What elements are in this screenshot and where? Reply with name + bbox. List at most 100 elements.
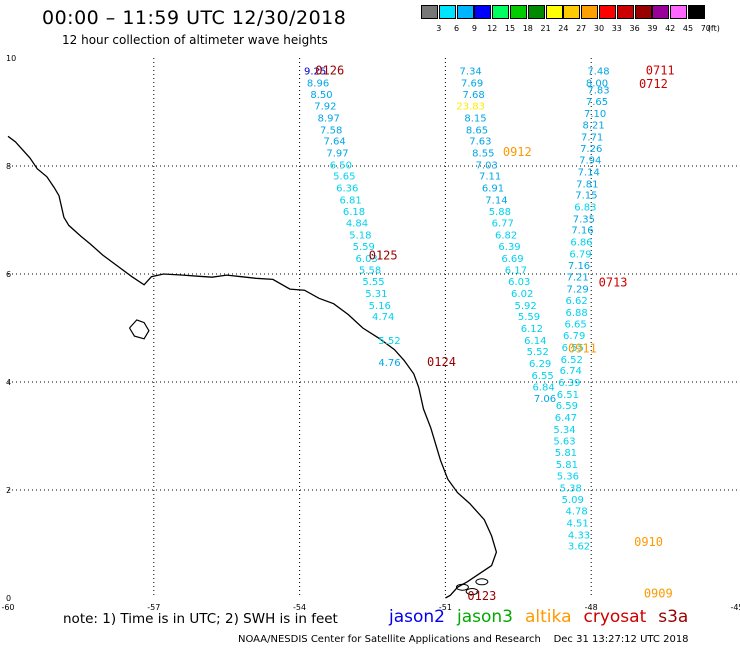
colorbar-label: 36 <box>629 24 640 33</box>
wave-height-value: 7.81 <box>576 179 598 190</box>
wave-height-value: 5.58 <box>359 266 381 277</box>
wave-height-value: 7.11 <box>479 172 501 183</box>
wave-height-value: 7.92 <box>314 102 336 113</box>
wave-height-value: 6.29 <box>529 359 551 370</box>
wave-height-value: 6.65 <box>565 320 587 331</box>
wave-height-value: 7.29 <box>566 285 588 296</box>
wave-height-value: 4.74 <box>372 312 394 323</box>
wave-height-value: 4.84 <box>346 219 368 230</box>
wave-height-value: 5.52 <box>378 336 400 347</box>
wave-height-value: 7.48 <box>587 66 609 77</box>
colorbar-swatch <box>438 5 456 19</box>
wave-height-value: 5.65 <box>333 172 355 183</box>
map-plot: -60-57-54-51-48-450246810 9.258.968.507.… <box>1 54 740 612</box>
colorbar-swatch <box>634 5 652 19</box>
wave-height-value: 6.39 <box>558 378 580 389</box>
colorbar-swatch <box>599 5 616 19</box>
x-tick-label: -60 <box>1 603 14 612</box>
colorbar-label: 12 <box>487 24 498 33</box>
wave-height-value: 7.97 <box>326 149 348 160</box>
pass-time-label: 0126 <box>315 63 344 77</box>
wave-height-value: 6.91 <box>482 184 504 195</box>
wave-height-value: 6.59 <box>556 401 578 412</box>
wave-height-values: 9.258.968.507.928.977.587.647.976.505.65… <box>304 66 610 552</box>
wave-height-value: 7.71 <box>581 132 603 143</box>
y-tick-label: 0 <box>6 594 11 603</box>
wave-height-value: 4.78 <box>565 507 587 518</box>
colorbar-label: 18 <box>522 24 533 33</box>
colorbar-swatch <box>616 5 634 19</box>
wave-height-value: 8.55 <box>472 149 494 160</box>
pass-time-label: 0125 <box>369 249 398 263</box>
pass-labels: 0126 0125 0124 0123 0912 0911 0910 0909 07110712… <box>315 63 674 602</box>
wave-height-value: 7.16 <box>568 261 590 272</box>
wave-height-value: 3.62 <box>568 542 590 553</box>
legend-entry-cryosat: cryosat <box>583 607 647 627</box>
wave-height-value: 4.33 <box>568 530 590 541</box>
wave-height-value: 6.02 <box>511 289 533 300</box>
wave-height-value: 6.55 <box>531 371 553 382</box>
wave-height-value: 6.39 <box>498 242 520 253</box>
colorbar-label: 33 <box>611 24 622 33</box>
colorbar-swatch <box>510 5 527 19</box>
wave-height-value: 7.69 <box>461 78 483 89</box>
wave-height-value: 7.58 <box>320 125 342 136</box>
wave-height-value: 5.81 <box>556 460 578 471</box>
wave-height-value: 6.36 <box>336 184 358 195</box>
pass-time-label: 0713 <box>599 276 628 290</box>
x-tick-label: -51 <box>439 603 452 612</box>
wave-height-value: 5.09 <box>562 495 584 506</box>
colorbar-label: 9 <box>471 24 477 33</box>
colorbar-label: 27 <box>576 24 587 33</box>
wave-height-value: 5.34 <box>553 425 575 436</box>
y-tick-label: 8 <box>6 162 11 171</box>
wave-height-value: 7.06 <box>534 394 556 405</box>
chart-title: 00:00 – 11:59 UTC 12/30/2018 <box>42 7 347 29</box>
wave-height-value: 5.88 <box>489 207 511 218</box>
wave-height-value: 7.94 <box>579 156 601 167</box>
wave-height-value: 7.03 <box>476 160 498 171</box>
y-tick-label: 2 <box>6 486 11 495</box>
wave-height-value: 6.18 <box>343 207 365 218</box>
colorbar-label: 6 <box>454 24 460 33</box>
wave-height-value: 23.83 <box>456 102 485 113</box>
wave-height-value: 9.25 <box>304 66 326 77</box>
wave-height-value: 6.69 <box>501 254 523 265</box>
colorbar-swatch <box>670 5 688 19</box>
colorbar-swatch <box>492 5 510 19</box>
wave-height-value: 6.14 <box>524 336 546 347</box>
colorbar-label: 24 <box>558 24 569 33</box>
colorbar-swatch <box>527 5 545 19</box>
wave-height-value: 4.51 <box>566 518 588 529</box>
wave-height-value: 5.92 <box>514 301 536 312</box>
wave-height-value: 8.15 <box>464 113 486 124</box>
wave-height-value: 6.51 <box>557 390 579 401</box>
wave-height-value: 7.10 <box>584 109 606 120</box>
wave-height-value: 5.59 <box>518 312 540 323</box>
wave-height-value: 7.15 <box>575 191 597 202</box>
wave-height-value: 7.16 <box>571 226 593 237</box>
island-outline <box>475 578 489 586</box>
colorbar-label: 39 <box>647 24 658 33</box>
chart-subtitle: 12 hour collection of altimeter wave hei… <box>62 33 328 47</box>
wave-height-value: 6.52 <box>561 355 583 366</box>
wave-height-value: 5.55 <box>362 277 384 288</box>
colorbar-label: 70 <box>700 24 711 33</box>
legend-entry-altika: altika <box>525 607 572 627</box>
pass-time-label: 0124 <box>427 355 456 369</box>
note-text: note: 1) Time is in UTC; 2) SWH is in fe… <box>63 611 338 627</box>
wave-height-value: 7.64 <box>323 137 345 148</box>
wave-height-value: 6.86 <box>570 238 592 249</box>
wave-height-value: 5.63 <box>553 436 575 447</box>
island-outline <box>455 583 469 591</box>
colorbar-swatch <box>421 5 438 19</box>
pass-time-label: 0711 <box>646 63 675 77</box>
x-tick-label: -48 <box>585 603 598 612</box>
wave-height-value: 5.59 <box>353 242 375 253</box>
x-tick-label: -54 <box>293 603 306 612</box>
island-outline <box>465 588 479 596</box>
wave-height-value: 8.97 <box>318 113 340 124</box>
pass-time-label: 0910 <box>634 535 663 549</box>
wave-height-value: 8.96 <box>307 78 329 89</box>
wave-height-value: 6.03 <box>356 254 378 265</box>
